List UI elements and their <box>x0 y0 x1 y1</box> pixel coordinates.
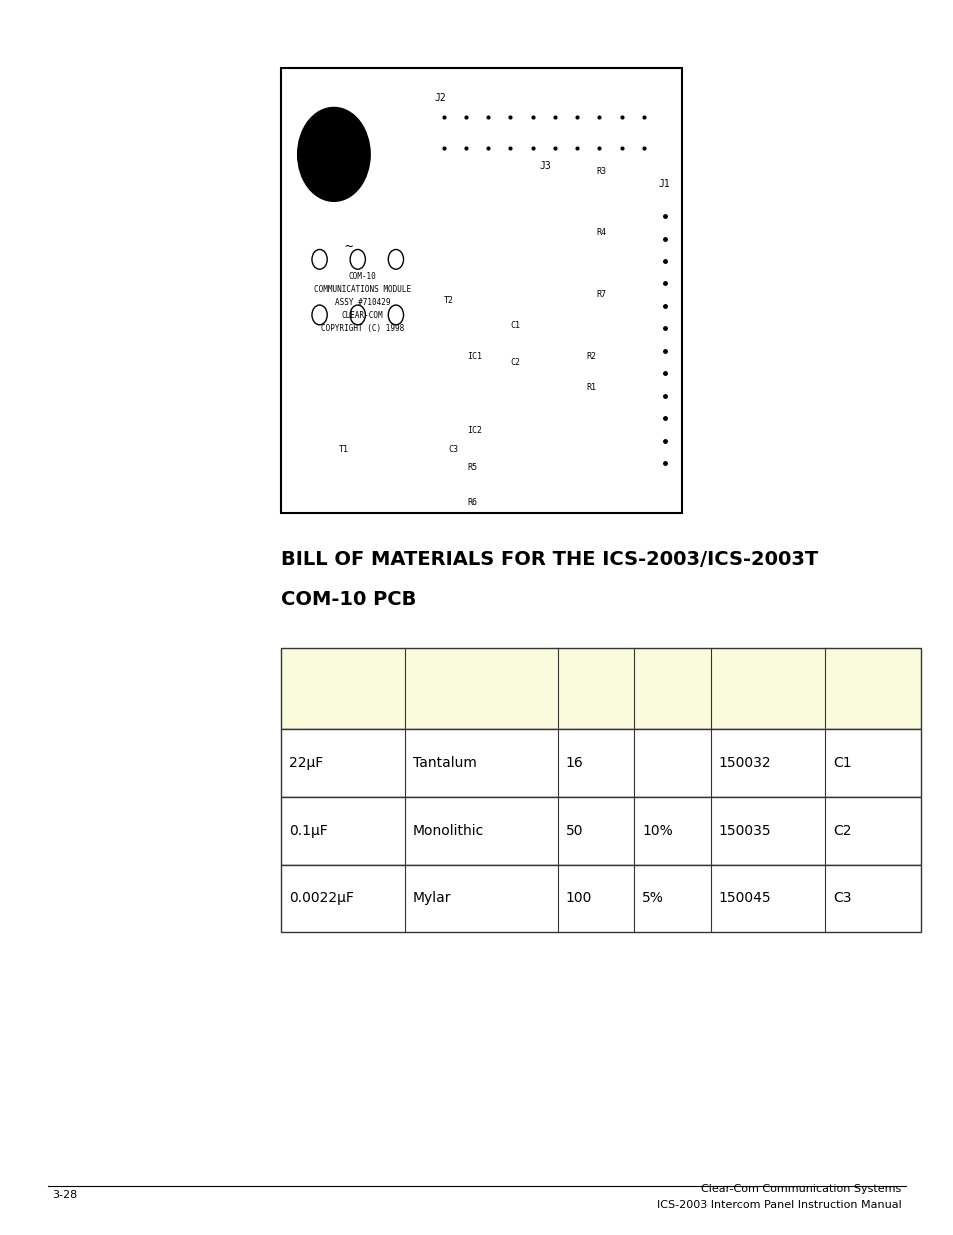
Text: C3: C3 <box>832 892 850 905</box>
Text: Mylar: Mylar <box>413 892 451 905</box>
Text: Tantalum: Tantalum <box>413 756 476 769</box>
Bar <box>281 864 920 932</box>
Bar <box>281 729 920 797</box>
Text: R6: R6 <box>467 498 476 506</box>
Text: C2: C2 <box>510 358 519 367</box>
Bar <box>281 648 920 729</box>
Text: T1: T1 <box>338 445 348 453</box>
Text: Monolithic: Monolithic <box>413 824 484 837</box>
Text: R4: R4 <box>596 228 605 237</box>
Text: COM-10 PCB: COM-10 PCB <box>281 590 416 609</box>
Text: 150045: 150045 <box>718 892 770 905</box>
Text: 10%: 10% <box>641 824 672 837</box>
Text: C2: C2 <box>832 824 850 837</box>
Bar <box>281 797 920 864</box>
Text: 50: 50 <box>565 824 582 837</box>
Text: R2: R2 <box>586 352 596 361</box>
Text: ~: ~ <box>344 241 352 254</box>
Text: BILL OF MATERIALS FOR THE ICS-2003/ICS-2003T: BILL OF MATERIALS FOR THE ICS-2003/ICS-2… <box>281 550 818 568</box>
Text: 0.1μF: 0.1μF <box>289 824 328 837</box>
Text: 3-28: 3-28 <box>52 1191 77 1200</box>
Text: C1: C1 <box>832 756 851 769</box>
Text: Clear-Com Communication Systems: Clear-Com Communication Systems <box>700 1184 901 1194</box>
Text: T2: T2 <box>443 296 453 305</box>
Text: R3: R3 <box>596 167 605 175</box>
Text: R7: R7 <box>596 290 605 299</box>
Text: IC2: IC2 <box>467 426 482 435</box>
Circle shape <box>297 107 370 201</box>
Text: 0.0022μF: 0.0022μF <box>289 892 354 905</box>
Text: IC1: IC1 <box>467 352 482 361</box>
Text: 150035: 150035 <box>718 824 770 837</box>
Text: J3: J3 <box>538 161 550 170</box>
Text: J1: J1 <box>658 179 669 189</box>
Text: 100: 100 <box>565 892 592 905</box>
Text: 5%: 5% <box>641 892 663 905</box>
Text: 150032: 150032 <box>718 756 770 769</box>
Bar <box>281 68 681 513</box>
Text: R5: R5 <box>467 463 476 472</box>
Text: 22μF: 22μF <box>289 756 323 769</box>
Text: C3: C3 <box>448 445 457 453</box>
Text: ICS-2003 Intercom Panel Instruction Manual: ICS-2003 Intercom Panel Instruction Manu… <box>656 1200 901 1210</box>
Text: COM-10
COMMUNICATIONS MODULE
ASSY #710429
CLEAR-COM
COPYRIGHT (C) 1998: COM-10 COMMUNICATIONS MODULE ASSY #71042… <box>314 272 411 333</box>
Text: R1: R1 <box>586 383 596 391</box>
Text: 16: 16 <box>565 756 583 769</box>
Text: J2: J2 <box>434 93 445 103</box>
Text: C1: C1 <box>510 321 519 330</box>
